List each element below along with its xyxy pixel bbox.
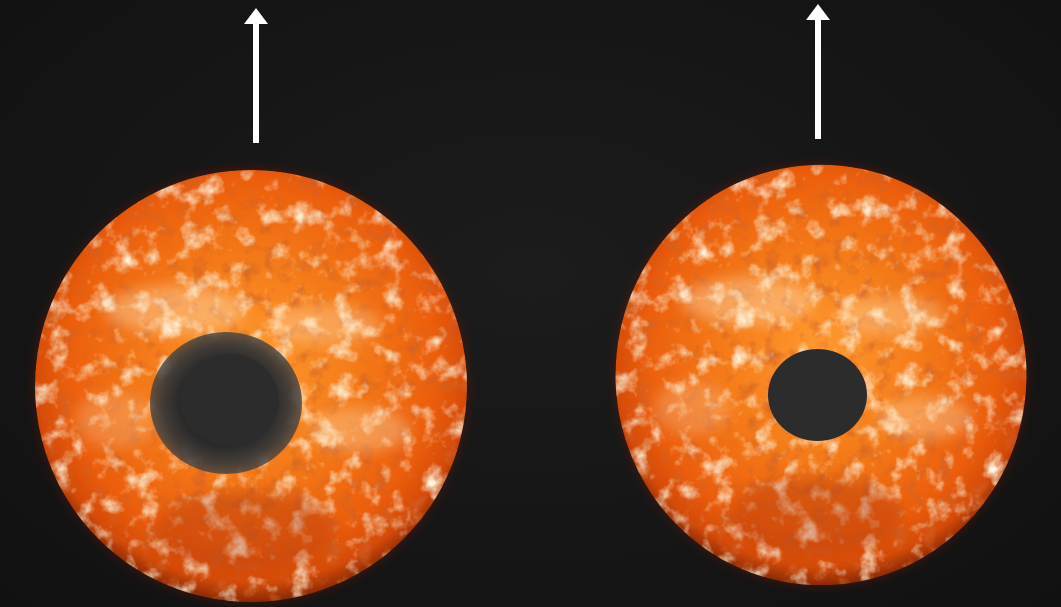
sunspot-blurred <box>180 354 279 446</box>
sun-disc <box>606 155 1036 595</box>
sun-disc <box>25 160 477 607</box>
left-panel <box>0 0 520 607</box>
up-arrow-icon <box>806 4 830 139</box>
up-arrow-icon <box>244 8 268 143</box>
sunspot-sharp <box>768 349 867 441</box>
right-panel <box>541 0 1061 607</box>
